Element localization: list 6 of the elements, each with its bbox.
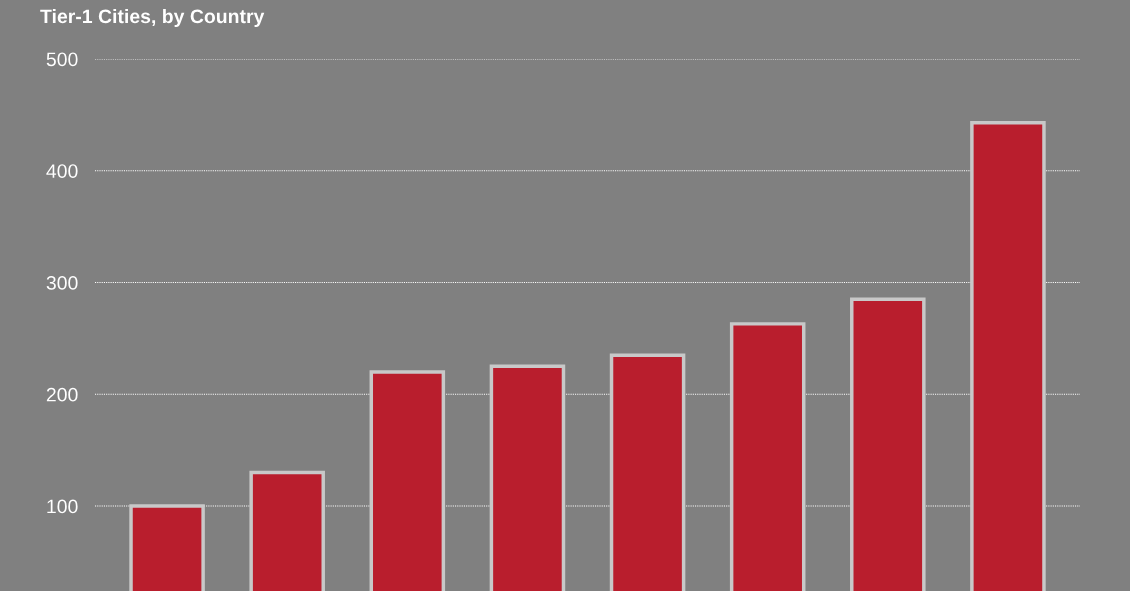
chart-title: Tier-1 Cities, by Country — [40, 8, 265, 28]
y-tick-label: 300 — [46, 276, 78, 290]
y-tick-label: 100 — [47, 499, 78, 514]
y-tick-label: 200 — [46, 387, 78, 402]
y-tick-label: 400 — [46, 164, 78, 178]
y-tick-label: 500 — [46, 52, 78, 67]
